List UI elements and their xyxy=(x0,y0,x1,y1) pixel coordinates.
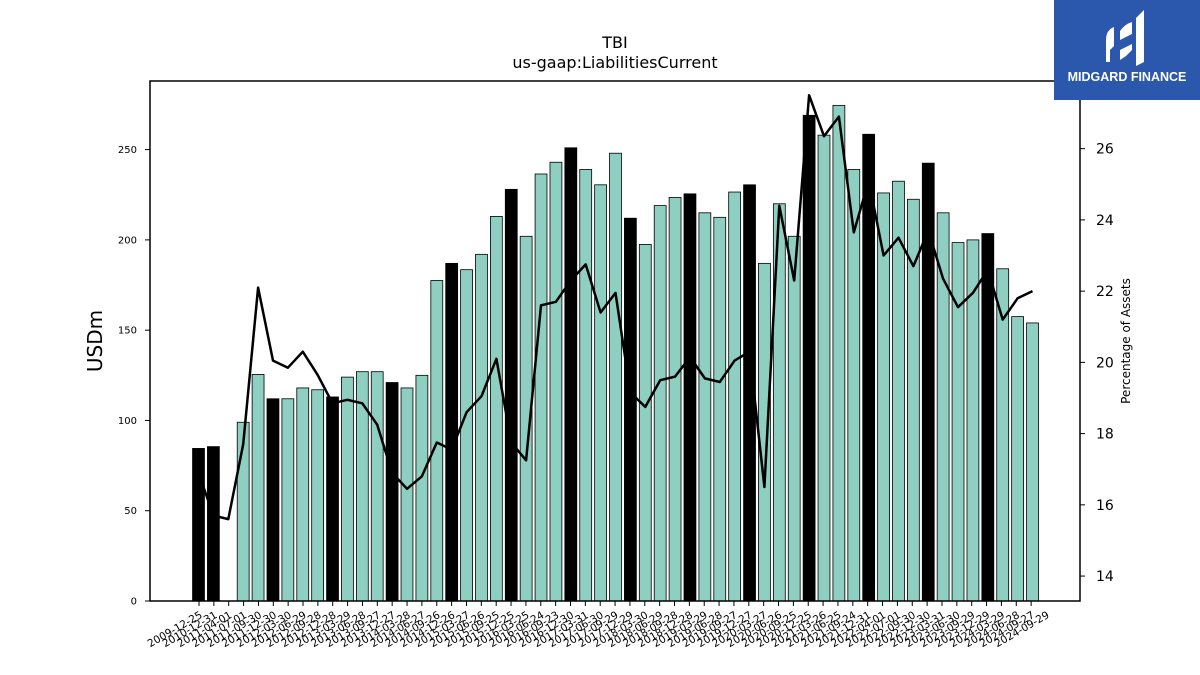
y-axis-label: USDm xyxy=(83,310,107,372)
y-tick-label: 250 xyxy=(118,145,137,156)
y2-tick-label: 26 xyxy=(1096,142,1114,158)
bar xyxy=(832,104,846,602)
bar xyxy=(445,262,459,602)
bar xyxy=(936,212,950,602)
pct-line xyxy=(197,93,1034,521)
bar xyxy=(758,262,771,602)
y-tick-label: 0 xyxy=(131,597,137,608)
bar xyxy=(385,382,399,602)
bar xyxy=(638,244,652,602)
bar xyxy=(579,169,593,602)
y2-tick-label: 14 xyxy=(1096,569,1114,585)
midgard-logo: MIDGARD FINANCE xyxy=(1054,0,1200,100)
bar xyxy=(534,173,548,602)
bar xyxy=(326,396,339,602)
bar xyxy=(504,188,518,602)
bar xyxy=(668,197,682,602)
y2-tick-label: 24 xyxy=(1096,213,1114,229)
bar xyxy=(698,212,712,602)
bar xyxy=(1011,316,1024,602)
bar xyxy=(549,161,563,602)
bar xyxy=(981,233,995,602)
logo-text: MIDGARD FINANCE xyxy=(1068,70,1187,84)
y2-axis-label: Percentage of Assets xyxy=(1119,278,1133,404)
y-tick-label: 100 xyxy=(118,416,137,427)
bar xyxy=(951,242,965,602)
y-tick-label: 150 xyxy=(118,326,137,337)
bar xyxy=(251,374,265,602)
bar xyxy=(489,216,503,602)
bar xyxy=(624,217,637,602)
bar xyxy=(683,193,697,602)
bar xyxy=(207,446,220,602)
bar xyxy=(475,253,488,602)
bar xyxy=(281,398,295,602)
bar xyxy=(430,280,444,602)
bar xyxy=(802,114,816,602)
bar xyxy=(266,398,280,602)
bar xyxy=(400,387,414,602)
bar xyxy=(728,191,742,602)
bar xyxy=(1026,322,1039,602)
y-tick-label: 50 xyxy=(124,506,137,517)
bar xyxy=(653,205,667,602)
bar xyxy=(787,235,801,602)
y2-tick-label: 16 xyxy=(1096,498,1114,514)
bar xyxy=(415,374,429,602)
bar-series xyxy=(192,104,1039,602)
bar xyxy=(564,147,578,602)
bar xyxy=(460,269,473,602)
pct-series xyxy=(197,93,1034,521)
left-axis-ticks: 0 50 100 150 200 250 xyxy=(118,145,150,608)
plot-frame xyxy=(149,80,1081,602)
y2-tick-label: 22 xyxy=(1096,284,1114,300)
y-tick-label: 200 xyxy=(118,235,137,246)
bar xyxy=(341,376,354,602)
bar xyxy=(921,162,935,602)
x-axis-ticks: 2009-12-252010-12-312011-04-012011-07-01… xyxy=(146,601,1052,650)
chart-subtitle: us-gaap:LiabilitiesCurrent xyxy=(512,53,717,72)
bar xyxy=(355,371,369,602)
y2-tick-label: 18 xyxy=(1096,427,1114,443)
bar xyxy=(311,389,324,602)
right-axis-ticks: 14 16 18 20 22 24 26 xyxy=(1080,142,1114,585)
y2-tick-label: 20 xyxy=(1096,355,1114,371)
bar xyxy=(609,152,622,602)
midgard-logo-icon: MIDGARD FINANCE xyxy=(1068,10,1187,84)
bar xyxy=(817,134,831,602)
chart-title: TBI xyxy=(601,33,627,52)
bar xyxy=(713,216,727,602)
bar xyxy=(370,371,384,602)
bar xyxy=(192,448,205,602)
bar xyxy=(296,387,310,602)
bar xyxy=(847,169,861,602)
bar xyxy=(594,184,607,602)
